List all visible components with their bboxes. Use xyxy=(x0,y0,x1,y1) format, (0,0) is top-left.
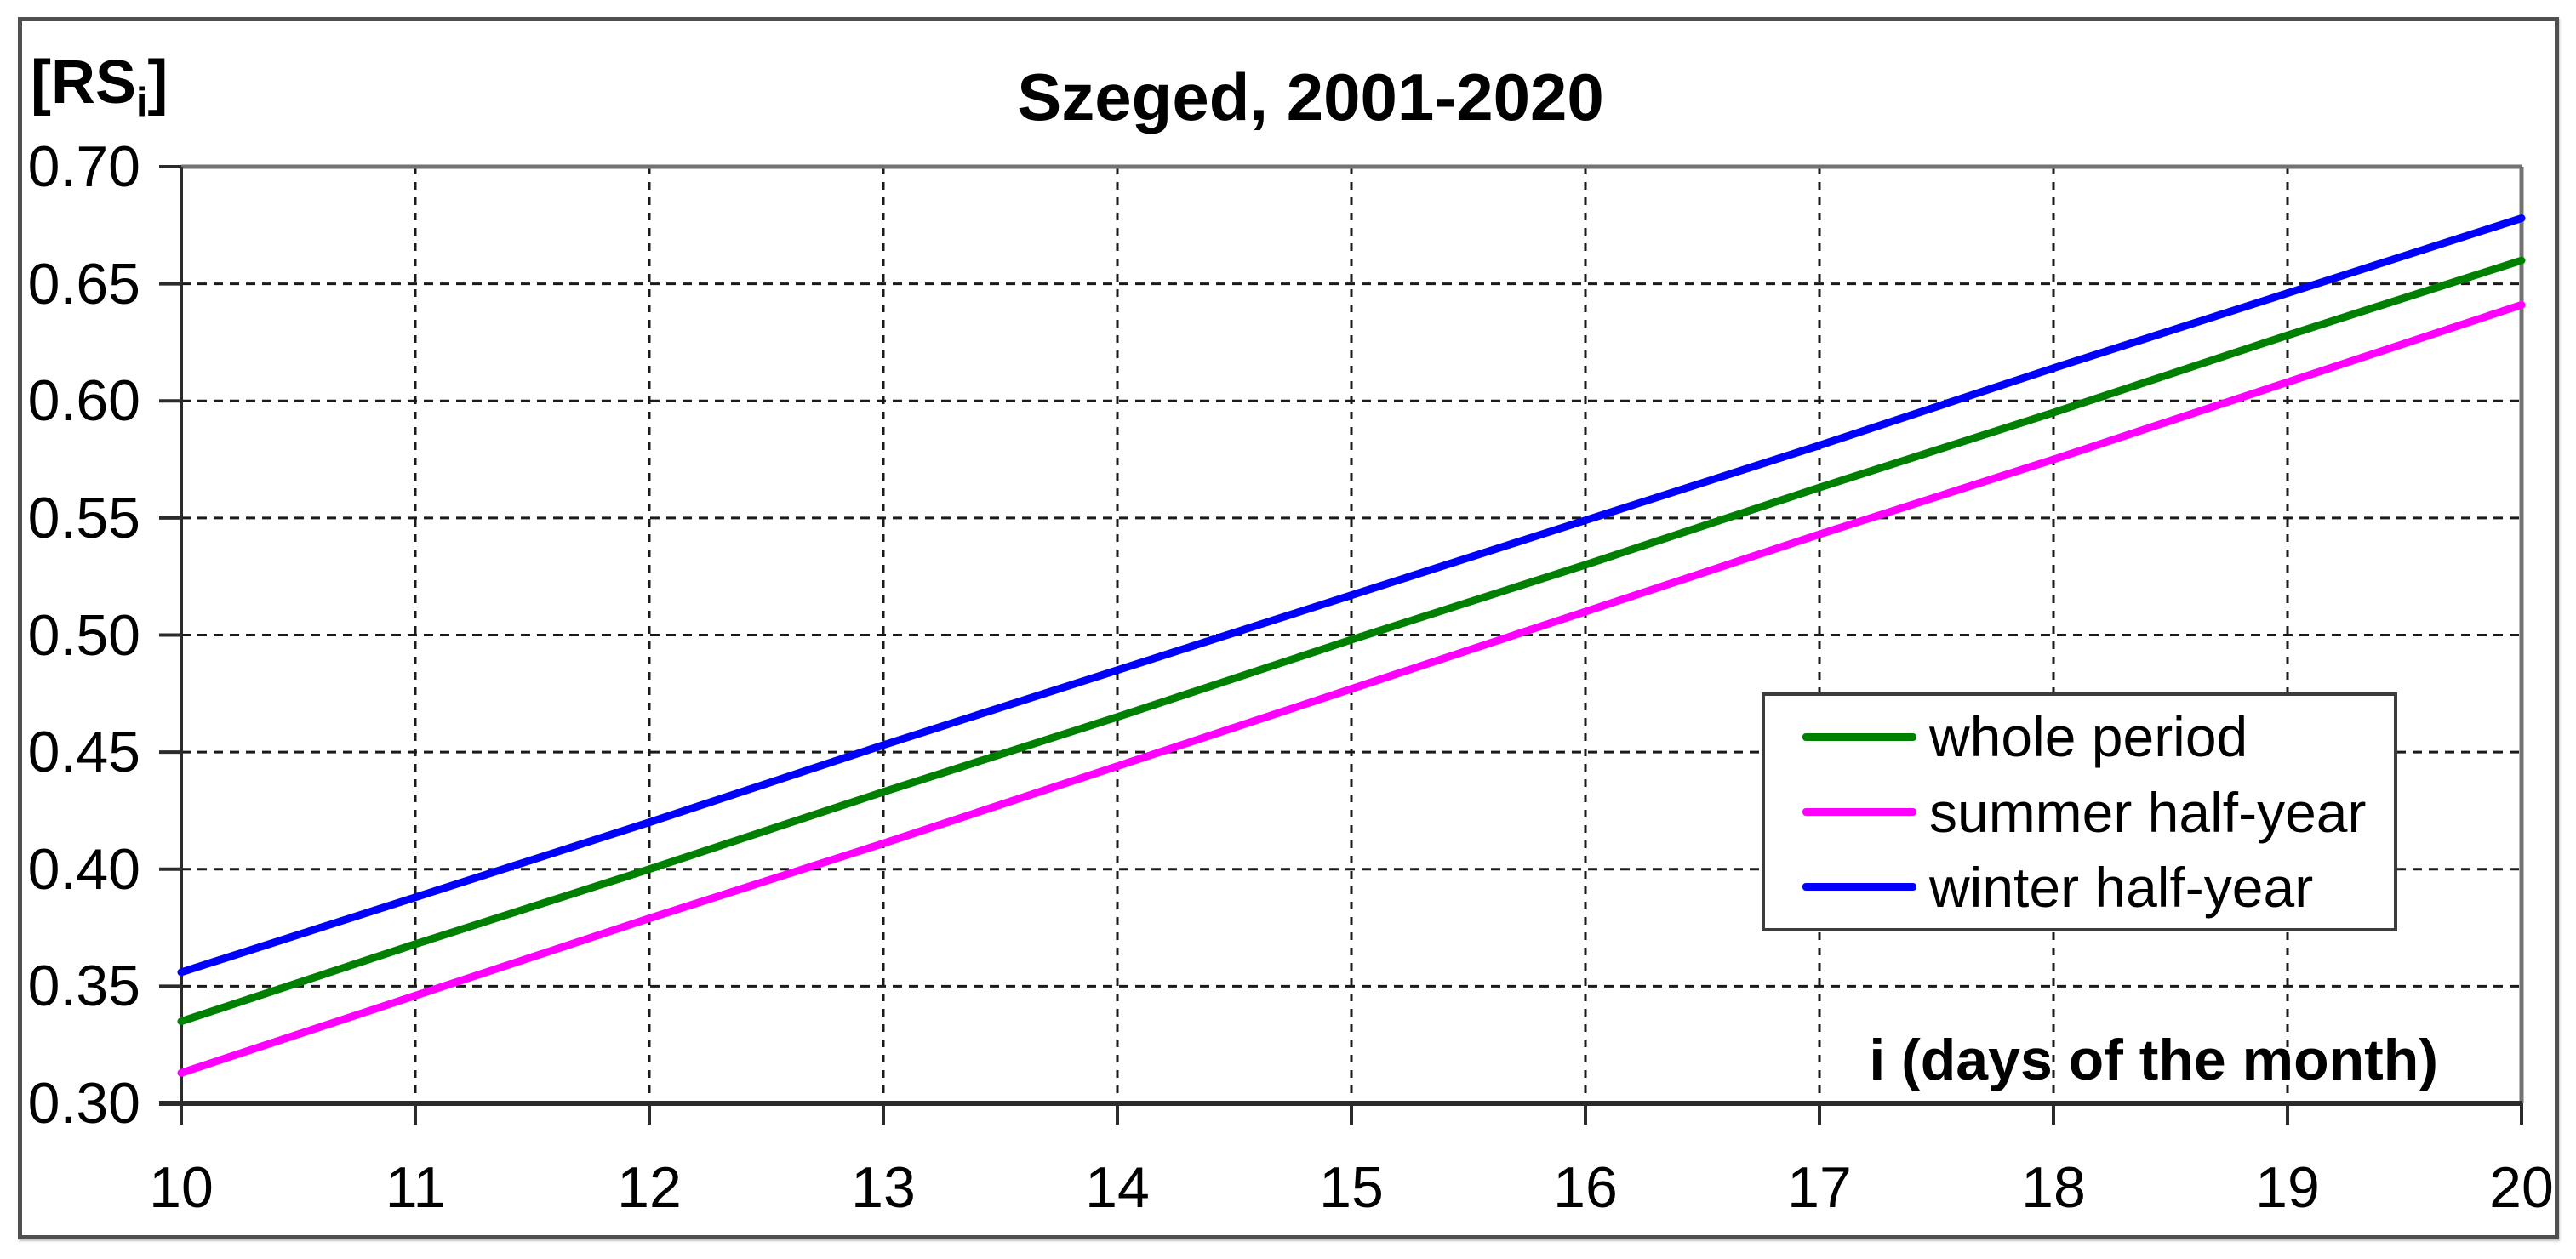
y-tick-label: 0.60 xyxy=(27,368,140,434)
y-tick-label: 0.65 xyxy=(27,251,140,316)
x-tick-label: 19 xyxy=(2255,1155,2320,1220)
x-tick-label: 11 xyxy=(385,1155,446,1220)
y-tick-label: 0.40 xyxy=(27,836,140,902)
y-tick-label: 0.55 xyxy=(27,485,140,550)
x-tick-label: 17 xyxy=(1787,1155,1852,1220)
x-tick-label: 18 xyxy=(2021,1155,2086,1220)
x-tick-label: 14 xyxy=(1085,1155,1150,1220)
y-axis-title-post: ] xyxy=(147,48,168,117)
legend-item: summer half-year xyxy=(1765,778,2394,846)
y-tick-label: 0.45 xyxy=(27,720,140,785)
x-tick-label: 16 xyxy=(1553,1155,1618,1220)
series-line-summer-half-year xyxy=(177,300,2526,1077)
legend-item: whole period xyxy=(1765,703,2394,771)
x-tick-label: 10 xyxy=(149,1155,214,1220)
y-tick-label: 0.30 xyxy=(27,1071,140,1136)
legend-item-label: whole period xyxy=(1929,705,2248,769)
series-line-winter-half-year xyxy=(177,214,2526,977)
x-axis-title: i (days of the month) xyxy=(1869,1028,2438,1092)
chart-title: Szeged, 2001-2020 xyxy=(1017,60,1604,134)
y-axis-title: [RSi] xyxy=(31,44,168,141)
legend-line-sample xyxy=(1802,883,1916,892)
series-line-whole-period xyxy=(177,256,2526,1026)
y-tick-label: 0.70 xyxy=(27,134,140,199)
x-tick-label: 12 xyxy=(617,1155,682,1220)
x-tick-label: 13 xyxy=(851,1155,916,1220)
y-tick-label: 0.50 xyxy=(27,602,140,668)
y-axis-title-pre: [RS xyxy=(31,48,136,117)
x-tick-label: 15 xyxy=(1319,1155,1384,1220)
y-axis-title-sub: i xyxy=(136,80,148,126)
figure-border xyxy=(18,17,2559,1239)
x-tick-label: 20 xyxy=(2489,1155,2554,1220)
y-tick-label: 0.35 xyxy=(27,954,140,1019)
legend-item-label: winter half-year xyxy=(1929,855,2314,919)
legend-item-label: summer half-year xyxy=(1929,780,2367,844)
legend: whole period summer half-year winter half-… xyxy=(1762,692,2397,931)
legend-line-sample xyxy=(1802,732,1916,741)
legend-item: winter half-year xyxy=(1765,853,2394,921)
legend-line-sample xyxy=(1802,808,1916,816)
